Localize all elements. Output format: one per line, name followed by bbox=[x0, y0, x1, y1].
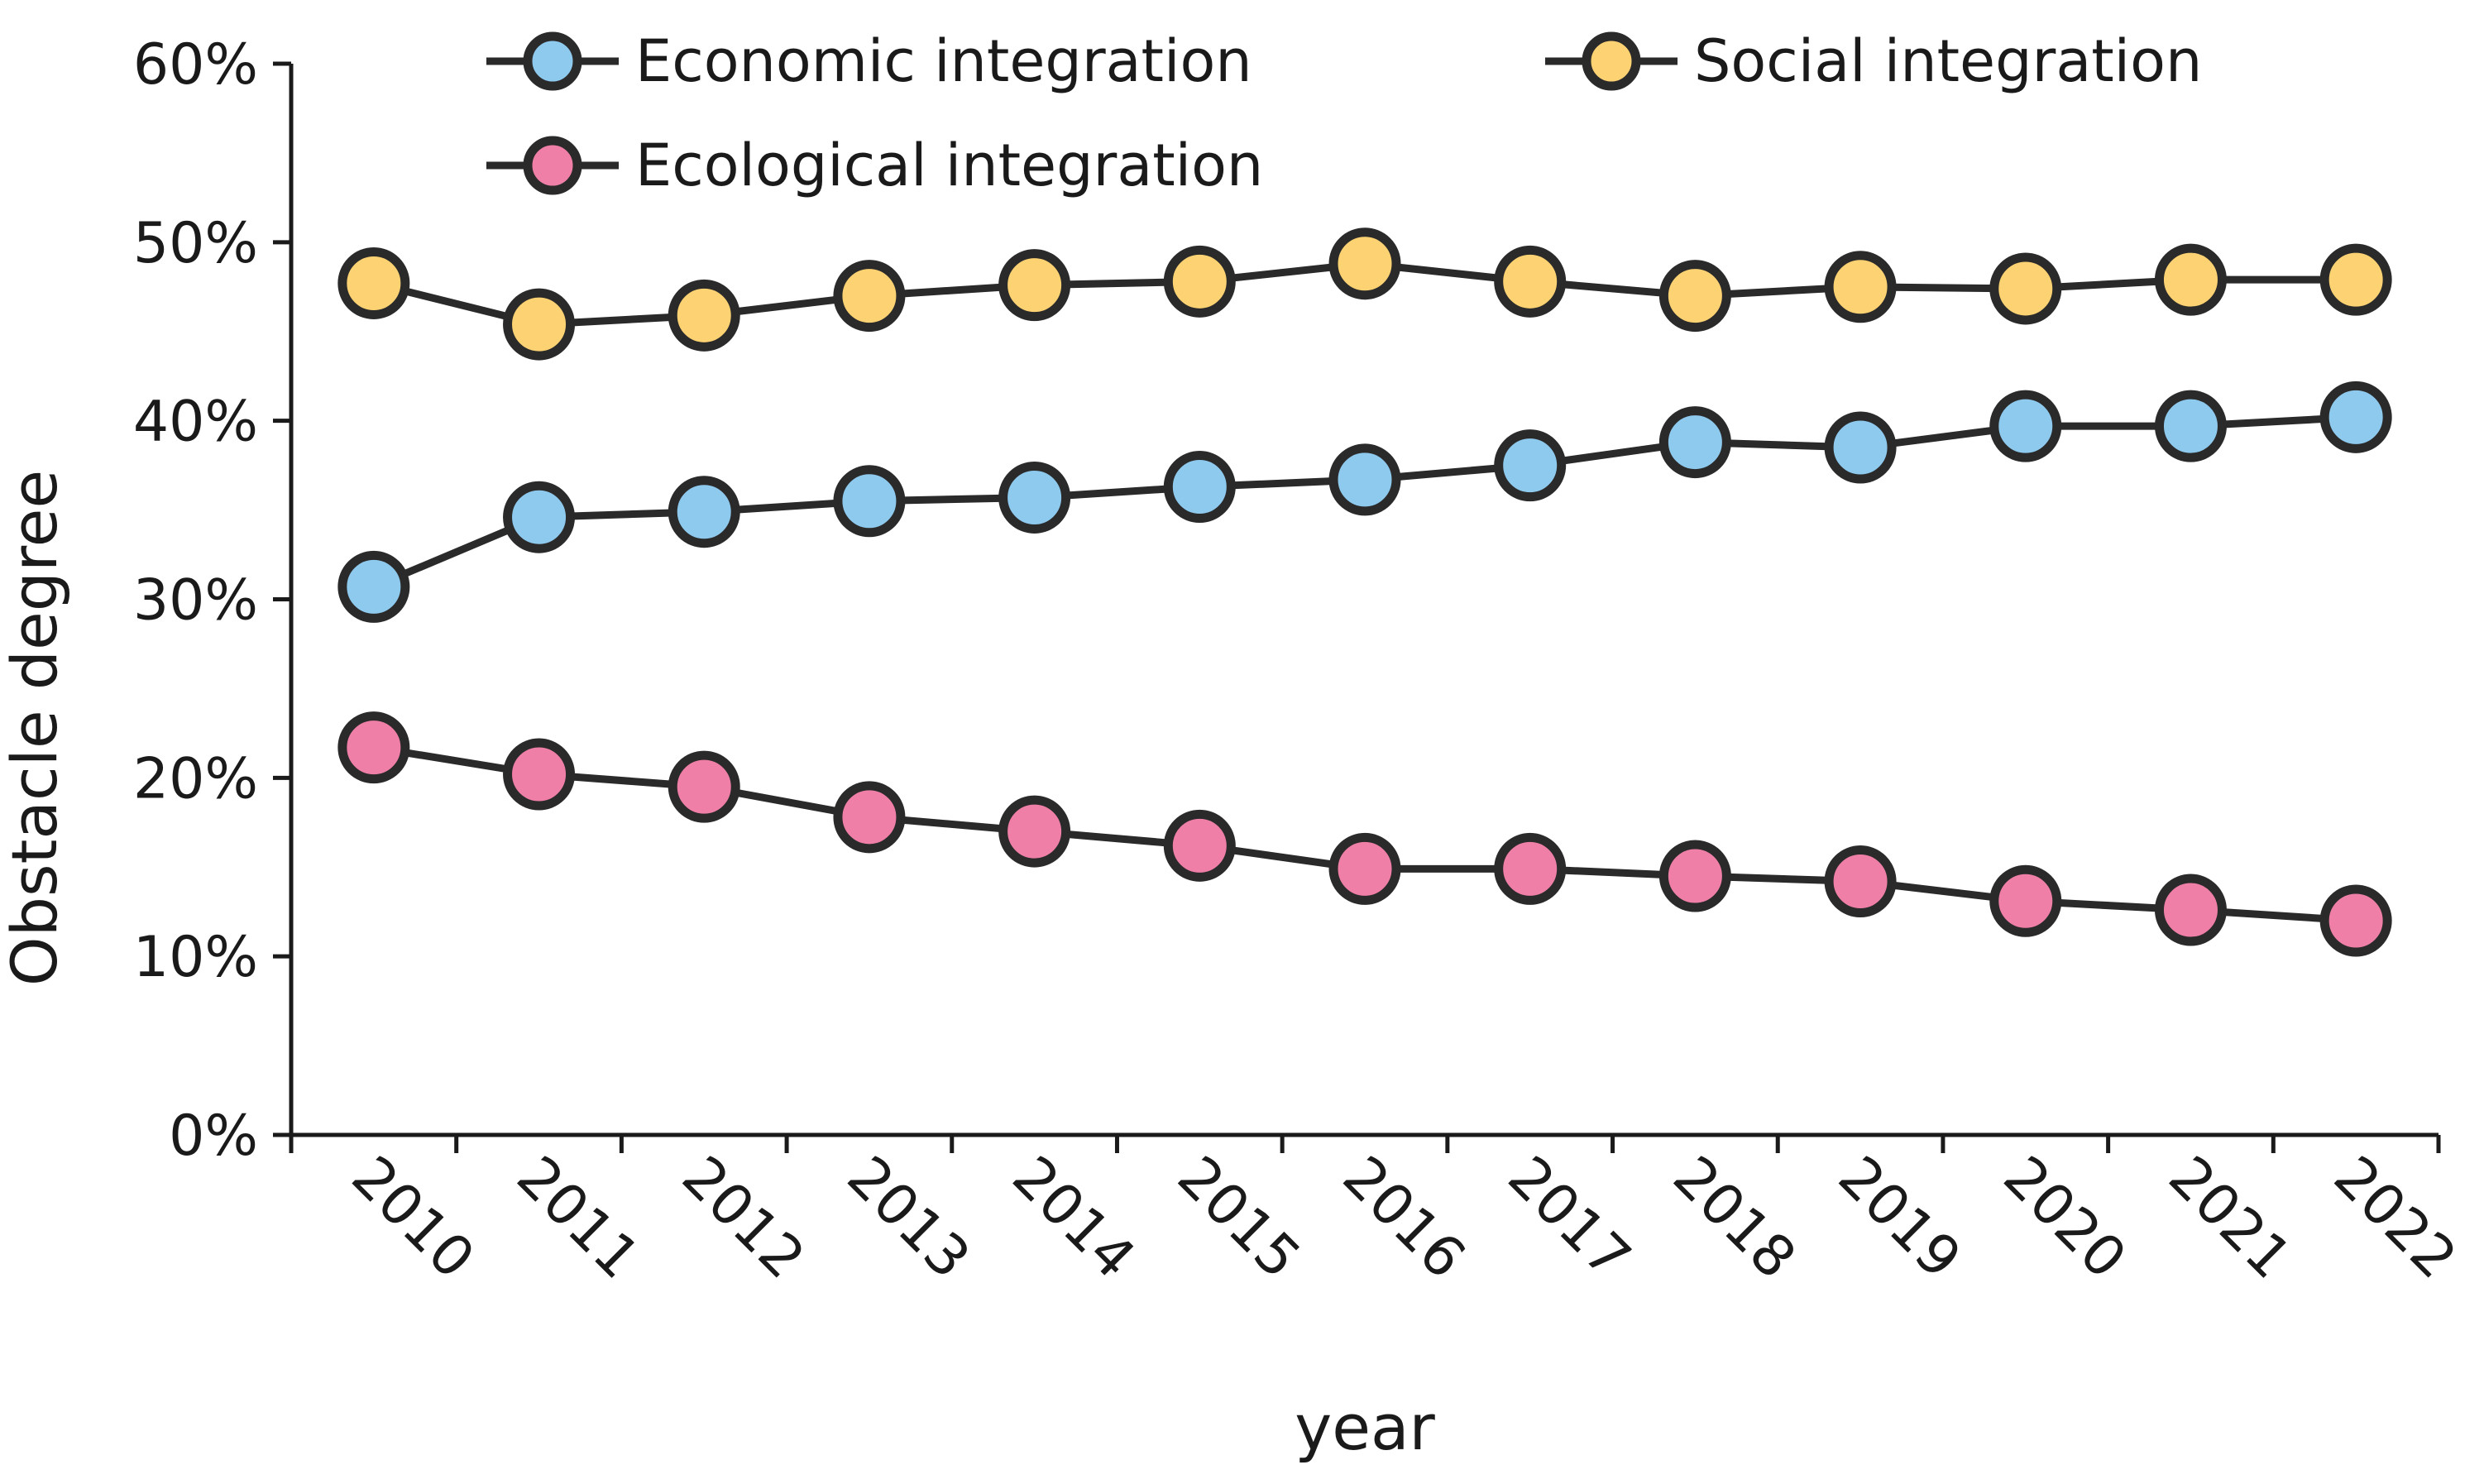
data-point-social bbox=[668, 279, 740, 352]
legend-label-economic: Economic integration bbox=[635, 27, 1252, 95]
data-point-ecological bbox=[503, 738, 576, 811]
data-point-economic bbox=[503, 481, 576, 553]
data-point-ecological bbox=[1989, 864, 2062, 937]
x-axis: 2010 2011 2012 2013 2014 2015 2016 2017 2018 2019… bbox=[289, 1132, 2468, 1291]
x-tick-label: 2021 bbox=[2156, 1144, 2303, 1291]
x-tick-label: 2015 bbox=[1165, 1144, 1312, 1291]
data-point-economic bbox=[1163, 451, 1236, 524]
data-point-economic bbox=[1658, 406, 1731, 479]
x-tick-label: 2017 bbox=[1496, 1144, 1643, 1291]
legend-marker-ecological bbox=[523, 136, 582, 195]
x-tick-label: 2016 bbox=[1330, 1144, 1477, 1291]
data-point-economic bbox=[2319, 381, 2392, 453]
data-point-ecological bbox=[833, 781, 906, 854]
data-point-ecological bbox=[1494, 832, 1567, 905]
data-point-social bbox=[1658, 260, 1731, 333]
x-tick-label: 2012 bbox=[669, 1144, 816, 1291]
data-point-social bbox=[503, 288, 576, 361]
legend-label-social: Social integration bbox=[1694, 27, 2202, 95]
y-tick-label: 40% bbox=[133, 390, 258, 455]
data-point-social bbox=[1163, 245, 1236, 318]
legend-label-ecological: Ecological integration bbox=[635, 132, 1263, 199]
data-point-social bbox=[1824, 251, 1897, 323]
legend: Economic integration Social integration Ec… bbox=[486, 27, 2202, 199]
data-point-ecological bbox=[1824, 845, 1897, 918]
data-point-ecological bbox=[337, 711, 410, 784]
data-point-social bbox=[1989, 252, 2062, 325]
data-point-economic bbox=[1824, 411, 1897, 484]
data-point-ecological bbox=[668, 750, 740, 823]
x-axis-title: year bbox=[1295, 1391, 1435, 1464]
data-point-social bbox=[2319, 243, 2392, 316]
y-tick-label: 10% bbox=[133, 925, 258, 990]
y-tick-label: 60% bbox=[133, 32, 258, 98]
y-axis: 0% 10% 20% 30% 40% 50% 60% bbox=[133, 32, 294, 1169]
data-point-economic bbox=[833, 465, 906, 538]
data-point-economic bbox=[2154, 390, 2227, 462]
series-layer bbox=[337, 227, 2392, 957]
y-tick-label: 50% bbox=[133, 211, 258, 276]
data-point-ecological bbox=[2319, 884, 2392, 957]
data-point-economic bbox=[337, 550, 410, 623]
x-tick-label: 2020 bbox=[1991, 1144, 2138, 1291]
data-point-social bbox=[1494, 245, 1567, 318]
legend-marker-social bbox=[1582, 31, 1641, 91]
x-tick-label: 2014 bbox=[1000, 1144, 1147, 1291]
data-point-ecological bbox=[1328, 832, 1401, 905]
data-point-ecological bbox=[998, 795, 1071, 868]
x-tick-label: 2013 bbox=[835, 1144, 982, 1291]
data-point-social bbox=[2154, 243, 2227, 316]
y-axis-title: Obstacle degree bbox=[0, 470, 71, 986]
data-point-ecological bbox=[1658, 840, 1731, 912]
data-point-economic bbox=[1328, 443, 1401, 516]
x-tick-label: 2022 bbox=[2321, 1144, 2468, 1291]
data-point-social bbox=[337, 247, 410, 319]
legend-marker-economic bbox=[523, 31, 582, 91]
data-point-social bbox=[833, 260, 906, 333]
data-point-ecological bbox=[1163, 809, 1236, 882]
x-tick-label: 2010 bbox=[339, 1144, 486, 1291]
x-tick-label: 2019 bbox=[1826, 1144, 1973, 1291]
y-tick-label: 0% bbox=[169, 1103, 258, 1169]
data-point-social bbox=[1328, 227, 1401, 300]
y-tick-label: 30% bbox=[133, 568, 258, 634]
data-point-economic bbox=[1494, 429, 1567, 502]
data-point-economic bbox=[998, 461, 1071, 534]
data-point-economic bbox=[1989, 390, 2062, 462]
data-point-social bbox=[998, 249, 1071, 322]
data-point-economic bbox=[668, 476, 740, 548]
x-tick-label: 2018 bbox=[1660, 1144, 1807, 1291]
y-tick-label: 20% bbox=[133, 746, 258, 811]
x-tick-label: 2011 bbox=[505, 1144, 652, 1291]
data-point-ecological bbox=[2154, 874, 2227, 946]
